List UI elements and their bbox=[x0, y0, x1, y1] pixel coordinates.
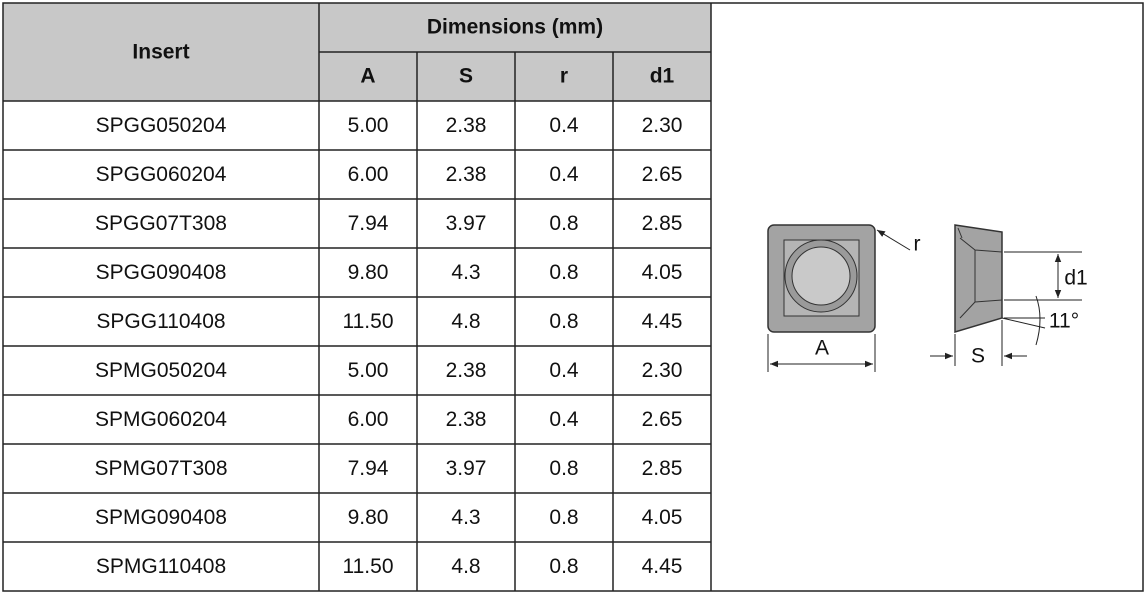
dimension-value: 0.4 bbox=[549, 359, 579, 382]
dimension-value: 2.38 bbox=[446, 163, 487, 186]
dimension-value: 2.30 bbox=[642, 359, 683, 382]
dimension-value: 3.97 bbox=[446, 457, 487, 480]
dimension-value: 2.38 bbox=[446, 114, 487, 137]
dimension-value: 2.38 bbox=[446, 359, 487, 382]
dimension-value: 5.00 bbox=[348, 114, 389, 137]
dimension-value: 2.65 bbox=[642, 408, 683, 431]
insert-code: SPMG090408 bbox=[95, 506, 227, 529]
insert-code: SPMG110408 bbox=[96, 555, 226, 578]
radius-leader bbox=[876, 229, 911, 251]
dimension-value: 4.45 bbox=[642, 555, 683, 578]
angle-reference bbox=[1001, 317, 1046, 329]
insert-code: SPGG090408 bbox=[96, 261, 227, 284]
insert-code: SPGG110408 bbox=[96, 310, 225, 333]
dimension-value: 4.3 bbox=[451, 506, 480, 529]
angle-arc bbox=[1035, 295, 1041, 346]
dimension-value: 9.80 bbox=[348, 506, 389, 529]
dimension-value: 2.30 bbox=[642, 114, 683, 137]
dimension-value: 7.94 bbox=[348, 457, 389, 480]
column-header: A bbox=[360, 65, 375, 88]
dimension-value: 0.4 bbox=[549, 163, 579, 186]
dimension-value: 0.8 bbox=[549, 212, 578, 235]
dimension-value: 0.4 bbox=[549, 114, 579, 137]
insert-header: Insert bbox=[132, 41, 189, 64]
dimension-value: 2.85 bbox=[642, 457, 683, 480]
dimension-value: 2.65 bbox=[642, 163, 683, 186]
side-view-detail bbox=[957, 227, 1003, 319]
column-header: S bbox=[459, 65, 473, 88]
dimension-value: 0.8 bbox=[549, 457, 578, 480]
dimension-value: 0.8 bbox=[549, 261, 578, 284]
insert-code: SPGG050204 bbox=[96, 114, 227, 137]
insert-diagram: A r d1 11° S bbox=[767, 224, 1088, 372]
dimension-value: 7.94 bbox=[348, 212, 389, 235]
label-d1: d1 bbox=[1064, 267, 1087, 290]
dimensions-header: Dimensions (mm) bbox=[427, 16, 603, 39]
label-s: S bbox=[971, 345, 985, 368]
dimension-value: 0.8 bbox=[549, 506, 578, 529]
insert-code: SPGG07T308 bbox=[95, 212, 227, 235]
label-a: A bbox=[815, 337, 829, 360]
insert-code: SPMG07T308 bbox=[94, 457, 227, 480]
dimension-value: 11.50 bbox=[343, 310, 394, 333]
dimension-value: 11.50 bbox=[343, 555, 394, 578]
dimension-value: 6.00 bbox=[348, 408, 389, 431]
dimension-value: 4.05 bbox=[642, 506, 683, 529]
dimension-value: 0.4 bbox=[549, 408, 579, 431]
dimension-value: 5.00 bbox=[348, 359, 389, 382]
column-header: r bbox=[560, 65, 568, 88]
dimension-value: 4.05 bbox=[642, 261, 683, 284]
dimension-value: 0.8 bbox=[549, 310, 578, 333]
hole bbox=[791, 246, 851, 306]
dimension-value: 4.3 bbox=[451, 261, 480, 284]
dimension-value: 4.8 bbox=[451, 310, 480, 333]
label-r: r bbox=[914, 233, 921, 256]
dimension-value: 3.97 bbox=[446, 212, 487, 235]
dimension-value: 4.8 bbox=[451, 555, 480, 578]
dimension-value: 4.45 bbox=[642, 310, 683, 333]
column-header: d1 bbox=[650, 65, 675, 88]
dimension-value: 9.80 bbox=[348, 261, 389, 284]
dimension-value: 2.38 bbox=[446, 408, 487, 431]
insert-code: SPMG050204 bbox=[95, 359, 227, 382]
dimension-value: 2.85 bbox=[642, 212, 683, 235]
dimension-value: 0.8 bbox=[549, 555, 578, 578]
insert-code: SPMG060204 bbox=[95, 408, 227, 431]
insert-code: SPGG060204 bbox=[96, 163, 227, 186]
dimension-value: 6.00 bbox=[348, 163, 389, 186]
label-angle: 11° bbox=[1049, 310, 1079, 333]
